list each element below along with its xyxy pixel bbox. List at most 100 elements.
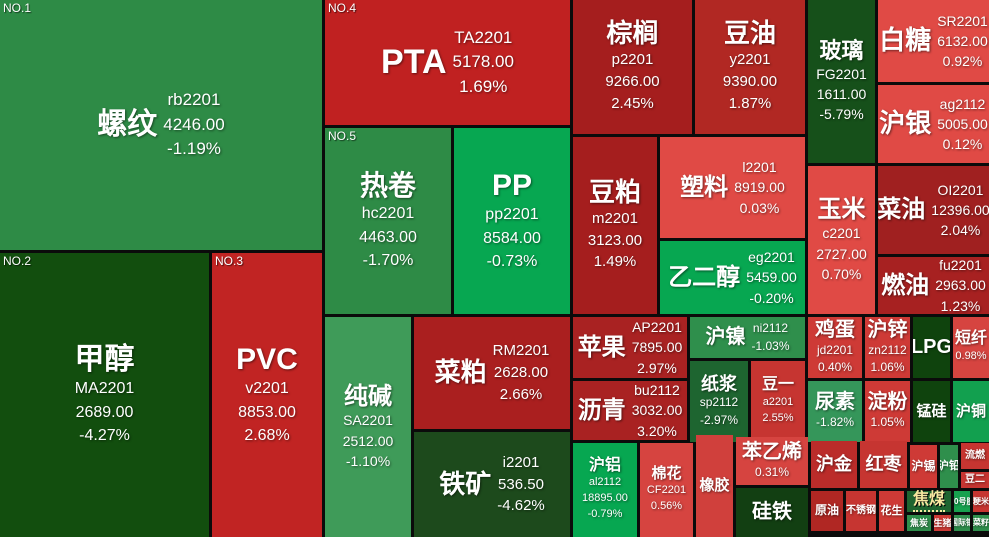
treemap-tile[interactable]: 沪锡 <box>910 445 937 488</box>
treemap-tile[interactable]: 不锈钢 <box>846 491 876 531</box>
treemap-tile[interactable]: 铁矿 i2201 536.50 -4.62% <box>414 432 570 537</box>
contract-info: rb2201 4246.00 -1.19% <box>163 88 224 162</box>
treemap-tile[interactable]: 沪镍 ni2112 -1.03% <box>690 317 805 358</box>
treemap-tile[interactable]: 原油 <box>811 491 843 531</box>
contract-info: p2201 9266.00 2.45% <box>605 49 659 114</box>
contract-name: 沪锡 <box>911 458 936 473</box>
contract-info: eg2201 5459.00 -0.20% <box>746 247 797 308</box>
contract-change-pct: 2.45% <box>611 94 654 112</box>
contract-code: ni2112 <box>752 321 789 336</box>
treemap-tile[interactable]: 橡胶 <box>696 435 733 537</box>
treemap-tile[interactable]: 生猪 <box>934 515 951 531</box>
treemap-tile[interactable]: PP pp2201 8584.00 -0.73% <box>454 128 570 314</box>
treemap-tile[interactable]: 玻璃 FG2201 1611.00 -5.79% <box>808 0 875 163</box>
contract-info: fu2201 2963.00 1.23% <box>935 257 986 314</box>
treemap-tile[interactable]: 乙二醇 eg2201 5459.00 -0.20% <box>660 241 805 314</box>
contract-change-pct: 1.49% <box>593 253 637 271</box>
treemap-tile[interactable]: 沪铝 al2112 18895.00 -0.79% <box>573 443 637 537</box>
treemap-tile[interactable]: 焦煤 <box>907 491 951 512</box>
contract-info: al2112 18895.00 -0.79% <box>582 475 628 523</box>
treemap-tile[interactable]: 菜籽 <box>973 515 989 531</box>
contract-name: 豆一 <box>761 376 794 394</box>
treemap-tile[interactable]: 尿素 -1.82% <box>808 381 862 442</box>
treemap-tile[interactable]: 菜油 OI2201 12396.00 2.04% <box>878 166 989 254</box>
contract-name: 纸浆 <box>700 373 737 394</box>
contract-name: 锰硅 <box>916 402 947 420</box>
treemap-tile[interactable]: 豆一 a2201 2.55% <box>751 361 805 442</box>
treemap-tile[interactable]: 锰硅 <box>913 381 950 442</box>
rank-label: NO.4 <box>328 1 357 15</box>
contract-name: 棉花 <box>651 465 682 483</box>
contract-price: 2689.00 <box>75 403 134 421</box>
treemap-tile[interactable]: 玉米 c2201 2727.00 0.70% <box>808 166 875 314</box>
treemap-tile[interactable]: 塑料 l2201 8919.00 0.03% <box>660 137 805 238</box>
treemap-tile[interactable]: 粳米 <box>973 491 989 512</box>
treemap-tile[interactable]: LPG <box>913 317 950 378</box>
treemap-tile[interactable]: 国际铜 <box>954 515 970 531</box>
treemap-tile[interactable]: 苹果 AP2201 7895.00 2.97% <box>573 317 687 378</box>
contract-change-pct: -1.82% <box>815 415 855 430</box>
contract-name: 菜籽 <box>973 518 989 528</box>
contract-price: 4463.00 <box>359 228 417 246</box>
contract-price: 18895.00 <box>582 492 628 505</box>
treemap-tile[interactable]: 沪铜 <box>953 381 989 442</box>
contract-price: 4246.00 <box>163 114 225 134</box>
contract-change-pct: 0.98% <box>955 349 987 362</box>
treemap-tile[interactable]: 短纤 0.98% <box>953 317 989 378</box>
contract-price: 5178.00 <box>452 52 514 72</box>
contract-name: 沪铜 <box>955 402 986 420</box>
contract-code: MA2201 <box>74 380 135 398</box>
contract-info: ni2112 -1.03% <box>751 320 789 355</box>
treemap-tile[interactable]: 沪铅 <box>940 445 958 488</box>
contract-change-pct: -1.70% <box>362 251 414 269</box>
treemap-tile[interactable]: 焦炭 <box>907 515 931 531</box>
contract-code: y2201 <box>729 51 771 69</box>
contract-price: 2512.00 <box>342 432 394 449</box>
treemap-tile[interactable]: 20号胶 <box>954 491 970 512</box>
contract-change-pct: 0.03% <box>739 199 780 216</box>
treemap-tile[interactable]: 棕榈 p2201 9266.00 2.45% <box>573 0 692 134</box>
treemap-tile[interactable]: 苯乙烯 0.31% <box>736 437 808 485</box>
treemap-tile[interactable]: 豆粕 m2201 3123.00 1.49% <box>573 137 657 314</box>
contract-code: RM2201 <box>492 342 550 360</box>
contract-name: 不锈钢 <box>846 505 876 517</box>
treemap-tile[interactable]: 红枣 <box>860 441 907 488</box>
contract-info: sp2112 -2.97% <box>700 394 738 429</box>
contract-name: 豆油 <box>723 18 776 49</box>
treemap-tile[interactable]: 沪银 ag2112 5005.00 0.12% <box>878 85 989 163</box>
treemap-tile[interactable]: 豆油 y2201 9390.00 1.87% <box>695 0 805 134</box>
contract-name: PVC <box>236 342 298 376</box>
contract-code: pp2201 <box>485 206 539 224</box>
contract-name: 焦煤 <box>912 491 945 512</box>
contract-name: 橡胶 <box>699 477 730 495</box>
treemap-tile[interactable]: 燃油 fu2201 2963.00 1.23% <box>878 257 989 314</box>
treemap-tile[interactable]: 鸡蛋 jd2201 0.40% <box>808 317 862 378</box>
treemap-tile[interactable]: NO.3 PVC v2201 8853.00 2.68% <box>212 253 322 537</box>
contract-code: bu2112 <box>634 382 680 399</box>
contract-price: 5005.00 <box>937 115 988 132</box>
treemap-tile[interactable]: NO.2 甲醇 MA2201 2689.00 -4.27% <box>0 253 209 537</box>
treemap-tile[interactable]: 流燃 <box>961 443 989 469</box>
contract-change-pct: -0.20% <box>749 289 794 306</box>
treemap-tile[interactable]: 硅铁 <box>736 488 808 537</box>
contract-info: 0.31% <box>755 464 789 481</box>
contract-price: 3032.00 <box>631 402 683 419</box>
treemap-tile[interactable]: 沪金 <box>811 441 857 488</box>
treemap-tile[interactable]: 花生 <box>879 491 904 531</box>
contract-name: 菜油 <box>878 196 926 224</box>
treemap-tile[interactable]: 白糖 SR2201 6132.00 0.92% <box>878 0 989 82</box>
treemap-tile[interactable]: NO.1 螺纹 rb2201 4246.00 -1.19% <box>0 0 322 250</box>
treemap-tile[interactable]: 淀粉 1.05% <box>865 381 910 442</box>
contract-code: c2201 <box>822 225 861 242</box>
contract-change-pct: 2.68% <box>244 426 290 444</box>
treemap-tile[interactable]: NO.4 PTA TA2201 5178.00 1.69% <box>325 0 570 125</box>
treemap-tile[interactable]: 菜粕 RM2201 2628.00 2.66% <box>414 317 570 429</box>
treemap-tile[interactable]: 沪锌 zn2112 1.06% <box>865 317 910 378</box>
rank-label: NO.1 <box>3 1 32 15</box>
treemap-tile[interactable]: 沥青 bu2112 3032.00 3.20% <box>573 381 687 440</box>
treemap-tile[interactable]: 纸浆 sp2112 -2.97% <box>690 361 748 442</box>
treemap-tile[interactable]: 纯碱 SA2201 2512.00 -1.10% <box>325 317 411 537</box>
treemap-tile[interactable]: 棉花 CF2201 0.56% <box>640 443 693 537</box>
treemap-tile[interactable]: 豆二 <box>961 472 989 488</box>
treemap-tile[interactable]: NO.5 热卷 hc2201 4463.00 -1.70% <box>325 128 451 314</box>
